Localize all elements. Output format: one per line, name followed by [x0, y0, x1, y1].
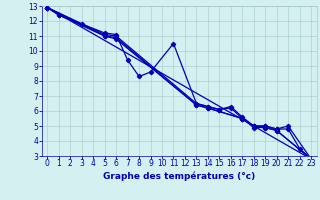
X-axis label: Graphe des températures (°c): Graphe des températures (°c)	[103, 171, 255, 181]
